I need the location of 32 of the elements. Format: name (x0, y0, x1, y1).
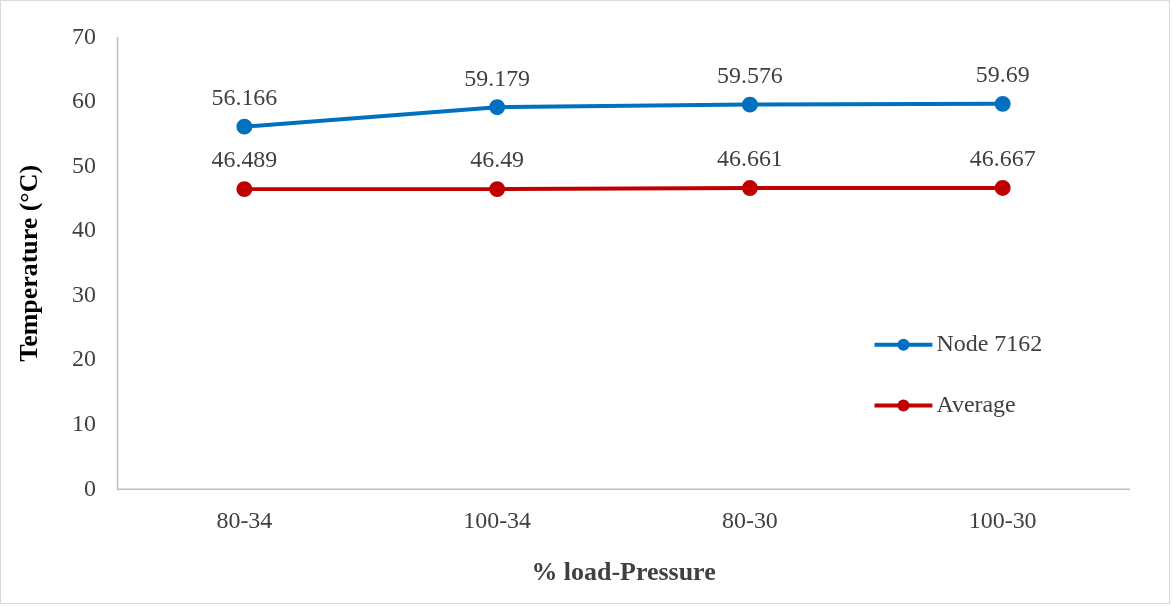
y-tick-label: 0 (84, 474, 97, 501)
legend-label: Node 7162 (936, 330, 1043, 356)
point (489, 181, 506, 198)
point (994, 95, 1011, 112)
x-tick-label: 100-30 (968, 506, 1037, 533)
data-label: 46.49 (470, 146, 525, 173)
x-axis-title: % load-Pressure (531, 557, 716, 587)
y-tick-label: 70 (72, 22, 97, 49)
y-tick-label: 50 (72, 151, 97, 178)
point (741, 96, 758, 113)
data-label: 59.576 (716, 61, 783, 88)
x-tick-label: 100-34 (463, 506, 532, 533)
data-label: 59.179 (464, 64, 531, 91)
data-label: 59.69 (975, 61, 1030, 88)
point (236, 118, 253, 135)
y-tick-label: 30 (72, 280, 97, 307)
point (236, 181, 253, 198)
data-label: 46.489 (211, 146, 278, 173)
y-tick-label: 40 (72, 216, 97, 243)
x-tick-label: 80-34 (216, 506, 273, 533)
point (994, 180, 1011, 196)
data-label: 56.166 (211, 84, 278, 110)
data-label: 46.661 (716, 145, 783, 172)
y-tick-label: 10 (72, 410, 97, 437)
legend-label: Average (936, 390, 1016, 417)
x-tick-label: 80-30 (721, 506, 778, 533)
y-axis-title: Temperature (°C) (14, 164, 44, 362)
y-tick-label: 20 (72, 345, 97, 372)
point (741, 180, 758, 196)
y-tick-label: 60 (72, 87, 97, 114)
data-label: 46.667 (969, 145, 1036, 172)
point (489, 99, 506, 116)
